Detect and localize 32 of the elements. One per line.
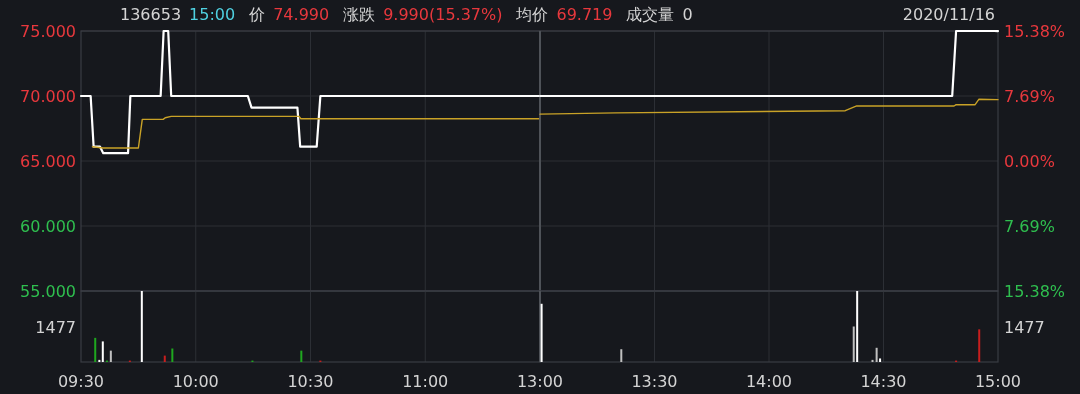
text: 1477 bbox=[1004, 317, 1045, 337]
x-tick-label: 15:00 bbox=[974, 372, 1022, 391]
y-tick-label: 70.000 bbox=[20, 87, 76, 106]
y2-tick-label: 15.38% bbox=[1004, 22, 1066, 41]
x-tick-label: 14:30 bbox=[860, 372, 907, 391]
x-tick-label: 14:00 bbox=[745, 372, 793, 391]
y-tick-label: 55.000 bbox=[20, 282, 76, 301]
text: 成交量 bbox=[626, 5, 675, 24]
x-tick-label: 10:00 bbox=[172, 372, 219, 391]
y2-tick-label: 7.69% bbox=[1004, 87, 1055, 106]
x-tick-label: 13:30 bbox=[631, 372, 678, 391]
text: 2020/11/16 bbox=[902, 5, 995, 24]
chart-title: 136653 bbox=[120, 5, 182, 24]
y-tick-label: 75.000 bbox=[20, 22, 76, 41]
text: 均价 bbox=[515, 5, 549, 24]
text: 9.990(15.37%) bbox=[383, 5, 503, 24]
y2-tick-label: 0.00% bbox=[1004, 152, 1055, 171]
text: 0 bbox=[682, 5, 693, 24]
text: 1477 bbox=[35, 317, 76, 337]
x-tick-label: 11:00 bbox=[402, 372, 449, 391]
y-tick-label: 65.000 bbox=[20, 152, 76, 171]
text: 涨跌 bbox=[343, 5, 376, 24]
text: 69.719 bbox=[556, 5, 613, 24]
x-tick-label: 09:30 bbox=[57, 372, 105, 391]
text: 15:00 bbox=[189, 5, 236, 24]
y2-tick-label: 7.69% bbox=[1004, 217, 1055, 236]
text: 74.990 bbox=[273, 5, 330, 24]
x-tick-label: 13:00 bbox=[516, 372, 564, 391]
y2-tick-label: 15.38% bbox=[1004, 282, 1066, 301]
y-tick-label: 60.000 bbox=[20, 217, 76, 236]
text: 价 bbox=[248, 5, 266, 24]
x-tick-label: 10:30 bbox=[287, 372, 334, 391]
